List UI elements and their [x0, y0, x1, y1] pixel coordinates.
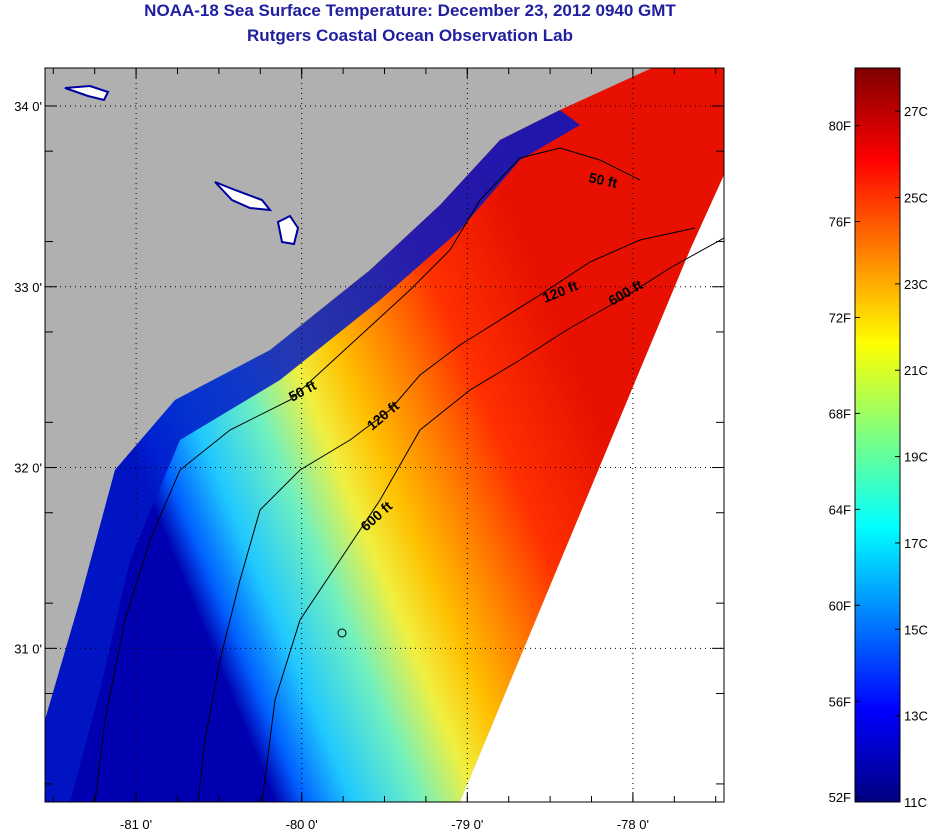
colorbar-label-fahrenheit: 72F: [829, 310, 851, 325]
inland-lake: [276, 214, 300, 246]
colorbar-label-celsius: 13C: [904, 709, 928, 724]
colorbar-label-celsius: 23C: [904, 277, 928, 292]
colorbar-label-fahrenheit: 56F: [829, 694, 851, 709]
map-subtitle: Rutgers Coastal Ocean Observation Lab: [247, 26, 573, 45]
contour-120ft: [197, 227, 696, 802]
lon-tick-label: -78 0': [617, 817, 649, 832]
contour-600ft: [261, 237, 724, 802]
map-title: NOAA-18 Sea Surface Temperature: Decembe…: [144, 1, 676, 20]
colorbar-label-fahrenheit: 60F: [829, 598, 851, 613]
no-data-area: [460, 175, 724, 802]
sea-temperature-swath: [45, 68, 724, 802]
colorbar-label-fahrenheit: 68F: [829, 406, 851, 421]
colorbar-label-fahrenheit: 52F: [829, 790, 851, 805]
contour-label: 50 ft: [587, 169, 619, 191]
colorbar-label-celsius: 21C: [904, 363, 928, 378]
colorbar-label-celsius: 19C: [904, 450, 928, 465]
lat-tick-label: 34 0': [14, 99, 42, 114]
inland-lake: [64, 84, 110, 102]
coastal-cold-band: [45, 110, 580, 802]
lat-tick-label: 32 0': [14, 461, 42, 476]
colorbar-ramp: [854, 67, 901, 803]
graticule: [45, 68, 724, 802]
colorbar-label-fahrenheit: 76F: [829, 215, 851, 230]
colorbar-label-fahrenheit: 64F: [829, 502, 851, 517]
lon-tick-label: -79 0': [451, 817, 483, 832]
colorbar-label-celsius: 15C: [904, 622, 928, 637]
lon-tick-label: -81 0': [120, 817, 152, 832]
lon-tick-label: -80 0': [286, 817, 318, 832]
colorbar-label-celsius: 27C: [904, 104, 928, 119]
contour-50ft: [94, 147, 641, 802]
axis-ticks: [45, 68, 724, 802]
lat-tick-label: 31 0': [14, 641, 42, 656]
colorbar-label-celsius: 25C: [904, 191, 928, 206]
contour-ring: [337, 628, 347, 638]
colorbar-label-celsius: 11C: [904, 795, 927, 810]
colorbar-label-celsius: 17C: [904, 536, 928, 551]
lat-tick-label: 33 0': [14, 280, 42, 295]
inland-lake: [214, 181, 273, 212]
colorbar-label-fahrenheit: 80F: [829, 119, 851, 134]
